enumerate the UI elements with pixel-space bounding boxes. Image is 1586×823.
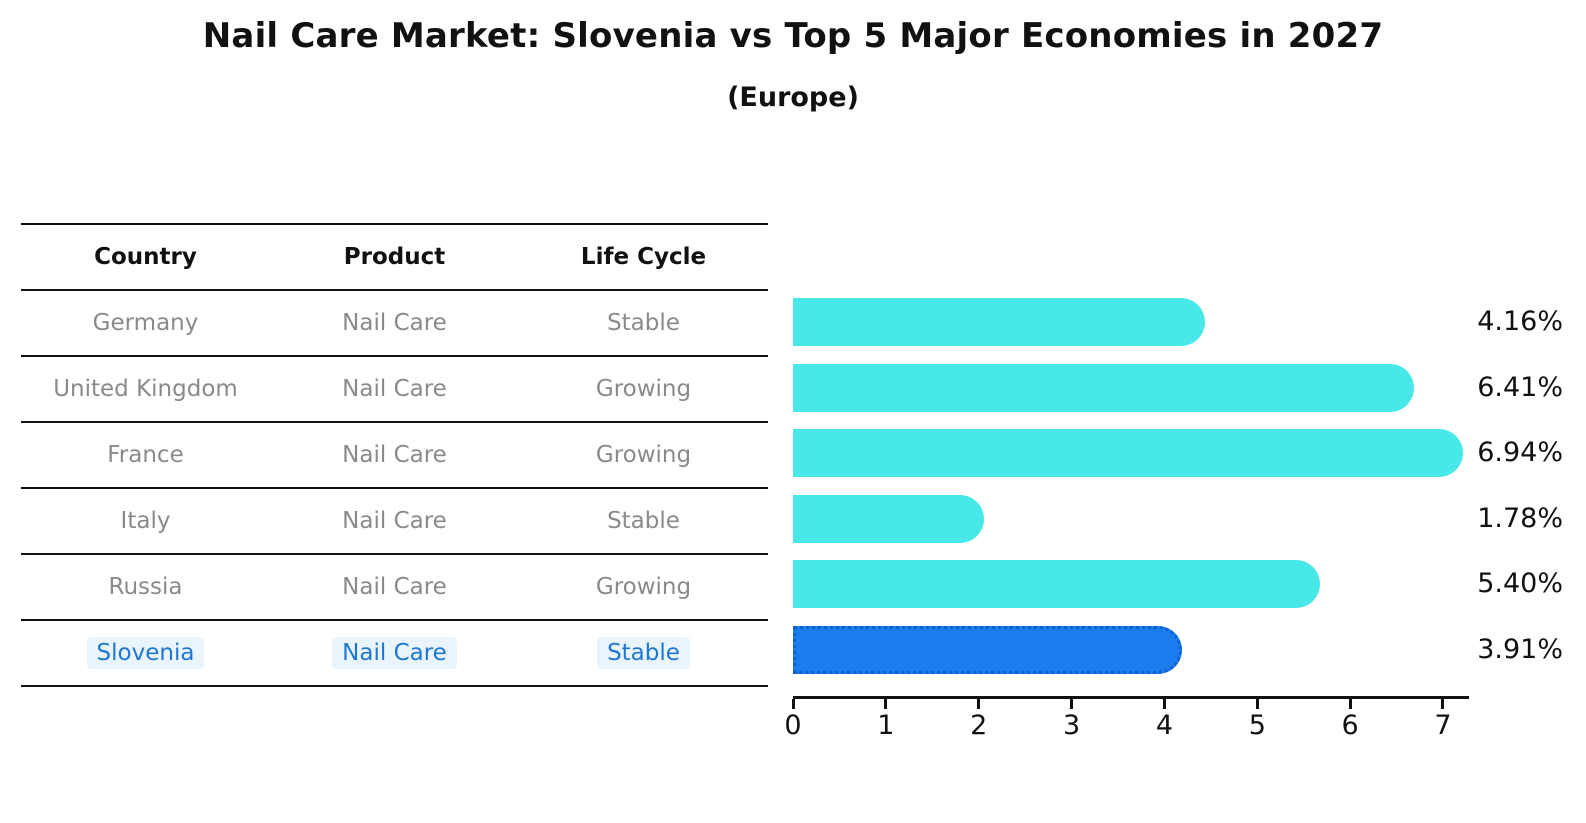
cell-life-cycle: Growing xyxy=(519,574,768,600)
cell-text: Italy xyxy=(120,508,171,534)
table-row-germany: Germany Nail Care Stable xyxy=(21,291,768,357)
cell-text: Nail Care xyxy=(342,310,447,336)
column-header-life-cycle: Life Cycle xyxy=(580,244,707,270)
value-label-france: 6.94% xyxy=(1477,437,1563,468)
cell-text: United Kingdom xyxy=(53,376,238,402)
cell-product: Nail Care xyxy=(270,574,519,600)
cell-country: Germany xyxy=(21,310,270,336)
bar-france xyxy=(793,429,1463,477)
cell-text: Stable xyxy=(607,310,680,336)
cell-text: Nail Care xyxy=(342,442,447,468)
cell-text: Stable xyxy=(607,508,680,534)
x-axis-tick-label-2: 2 xyxy=(970,710,988,741)
x-axis-tick-label-4: 4 xyxy=(1155,710,1174,741)
table-row-slovenia: Slovenia Nail Care Stable xyxy=(21,621,768,687)
x-axis-tick-0 xyxy=(791,699,795,709)
cell-life-cycle: Stable xyxy=(519,508,768,534)
x-axis-tick-label-3: 3 xyxy=(1062,710,1081,741)
cell-country: Russia xyxy=(21,574,270,600)
value-label-united-kingdom: 6.41% xyxy=(1477,371,1563,403)
x-axis-tick-label-1: 1 xyxy=(877,710,895,741)
table-row-france: France Nail Care Growing xyxy=(21,423,768,489)
chart-subtitle: (Europe) xyxy=(727,82,859,113)
bar-russia xyxy=(793,560,1320,608)
chart-title: Nail Care Market: Slovenia vs Top 5 Majo… xyxy=(202,16,1384,56)
x-axis-tick-label-5: 5 xyxy=(1248,710,1266,741)
cell-text: Germany xyxy=(92,310,199,336)
cell-country: Slovenia xyxy=(21,637,270,669)
cell-text: Slovenia xyxy=(86,637,205,669)
x-axis-tick-3 xyxy=(1070,699,1074,709)
value-label-slovenia: 3.91% xyxy=(1477,633,1563,665)
x-axis-tick-6 xyxy=(1348,699,1352,709)
cell-text: France xyxy=(107,442,184,468)
x-axis-tick-1 xyxy=(884,699,888,709)
cell-country: Italy xyxy=(21,508,270,534)
x-axis-tick-5 xyxy=(1255,699,1259,709)
cell-text: Nail Care xyxy=(342,376,447,402)
bar-united-kingdom xyxy=(793,363,1414,412)
cell-text: Nail Care xyxy=(342,508,447,534)
table-row-italy: Italy Nail Care Stable xyxy=(21,489,768,555)
cell-country: France xyxy=(21,442,270,468)
cell-product: Nail Care xyxy=(270,508,519,534)
cell-text: Growing xyxy=(595,574,692,600)
country-table: Country Product Life Cycle Germany Nail Car… xyxy=(21,223,768,687)
column-header-country: Country xyxy=(94,244,197,270)
cell-life-cycle: Stable xyxy=(519,310,768,336)
x-axis-tick-label-0: 0 xyxy=(784,710,802,741)
value-label-italy: 1.78% xyxy=(1477,502,1563,534)
bar-germany xyxy=(793,298,1205,346)
cell-text: Nail Care xyxy=(332,637,457,669)
x-axis-tick-label-6: 6 xyxy=(1341,710,1359,741)
bar-slovenia xyxy=(793,625,1182,674)
cell-life-cycle: Stable xyxy=(519,637,768,669)
x-axis-tick-2 xyxy=(977,699,981,709)
cell-product: Nail Care xyxy=(270,442,519,468)
cell-text: Stable xyxy=(597,637,690,669)
value-label-germany: 4.16% xyxy=(1477,306,1563,337)
cell-text: Growing xyxy=(595,376,692,402)
cell-product: Nail Care xyxy=(270,637,519,669)
cell-text: Growing xyxy=(595,442,692,468)
x-axis-tick-4 xyxy=(1162,699,1166,709)
cell-life-cycle: Growing xyxy=(519,376,768,402)
table-row-united-kingdom: United Kingdom Nail Care Growing xyxy=(21,357,768,423)
x-axis-line xyxy=(793,696,1469,699)
cell-product: Nail Care xyxy=(270,376,519,402)
bar-italy xyxy=(793,494,984,543)
x-axis-tick-7 xyxy=(1441,699,1445,709)
cell-text: Russia xyxy=(108,574,183,600)
cell-text: Nail Care xyxy=(342,574,447,600)
cell-product: Nail Care xyxy=(270,310,519,336)
value-label-russia: 5.40% xyxy=(1477,568,1563,599)
column-header-product: Product xyxy=(343,244,446,270)
cell-country: United Kingdom xyxy=(21,376,270,402)
cell-life-cycle: Growing xyxy=(519,442,768,468)
table-header-row: Country Product Life Cycle xyxy=(21,225,768,291)
table-row-russia: Russia Nail Care Growing xyxy=(21,555,768,621)
x-axis-tick-label-7: 7 xyxy=(1434,710,1452,741)
